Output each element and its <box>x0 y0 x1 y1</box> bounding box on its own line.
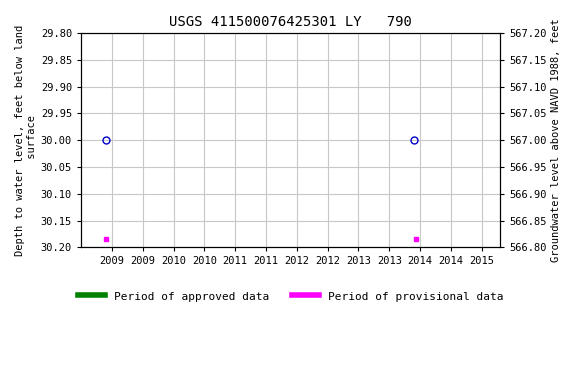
Legend: Period of approved data, Period of provisional data: Period of approved data, Period of provi… <box>73 286 508 306</box>
Title: USGS 411500076425301 LY   790: USGS 411500076425301 LY 790 <box>169 15 412 29</box>
Y-axis label: Groundwater level above NAVD 1988, feet: Groundwater level above NAVD 1988, feet <box>551 18 561 262</box>
Y-axis label: Depth to water level, feet below land
 surface: Depth to water level, feet below land su… <box>15 25 37 256</box>
